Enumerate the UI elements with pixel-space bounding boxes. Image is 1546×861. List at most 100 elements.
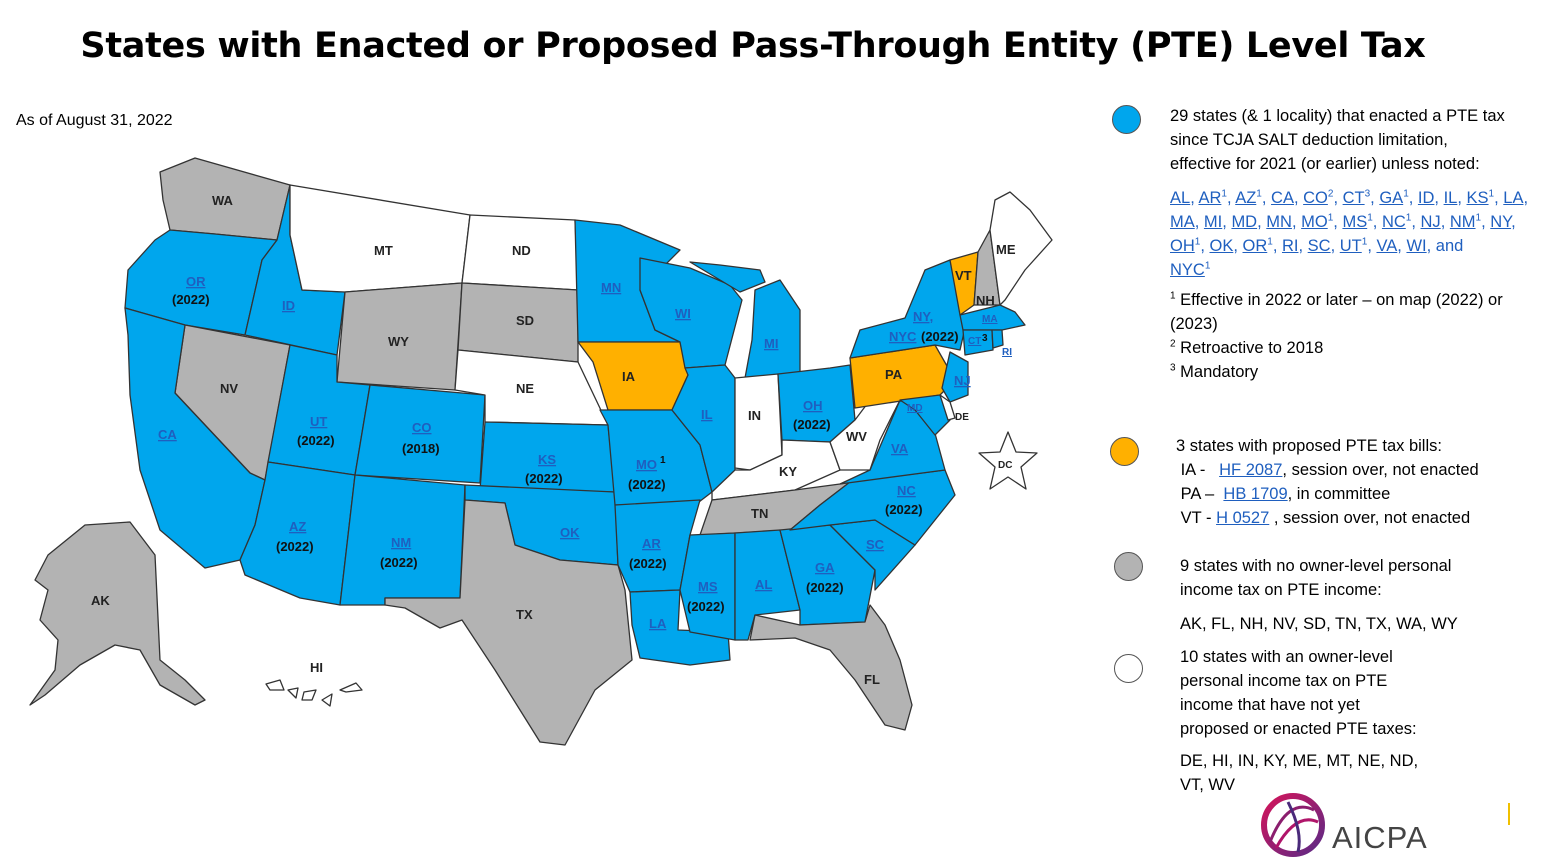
bill-pa: PA – HB 1709, in committee xyxy=(1180,485,1391,503)
label-sd: SD xyxy=(516,313,534,328)
state-me xyxy=(989,191,1053,306)
slide-marker xyxy=(1508,803,1510,825)
state-or xyxy=(124,229,278,336)
year-ms: (2022) xyxy=(687,599,725,614)
label-ms[interactable]: MS xyxy=(698,579,718,594)
label-ca[interactable]: CA xyxy=(158,427,177,442)
label-ne: NE xyxy=(516,381,534,396)
label-ok[interactable]: OK xyxy=(560,525,580,540)
label-mn[interactable]: MN xyxy=(601,280,621,295)
label-wi[interactable]: WI xyxy=(675,306,691,321)
label-ak: AK xyxy=(91,593,110,608)
label-in: IN xyxy=(748,408,761,423)
state-ms xyxy=(679,532,736,641)
label-mt: MT xyxy=(374,243,393,258)
legend-none-swatch xyxy=(1114,654,1143,683)
legend-proposed-swatch xyxy=(1110,437,1139,466)
label-ga[interactable]: GA xyxy=(815,560,835,575)
year-ga: (2022) xyxy=(806,580,844,595)
label-la[interactable]: LA xyxy=(649,616,667,631)
sup-mo: 1 xyxy=(660,455,666,466)
state-mi-up xyxy=(689,261,766,293)
label-mi[interactable]: MI xyxy=(764,336,778,351)
label-md[interactable]: MD xyxy=(907,403,923,414)
legend-none-text: 10 states with an owner-level personal i… xyxy=(1180,648,1419,794)
state-mt xyxy=(289,184,471,293)
note-1: 1 Effective in 2022 or later – on map (2… xyxy=(1170,290,1503,309)
label-il[interactable]: IL xyxy=(701,407,713,422)
legend-proposed-text: 3 states with proposed PTE tax bills: IA… xyxy=(1176,434,1546,530)
legend-no-tax-swatch xyxy=(1114,552,1143,581)
state-md xyxy=(899,394,951,436)
label-sc[interactable]: SC xyxy=(866,537,885,552)
year-oh: (2022) xyxy=(793,417,831,432)
state-ak xyxy=(29,521,206,706)
state-hi-2 xyxy=(287,687,299,699)
label-ct[interactable]: CT xyxy=(968,336,981,347)
aicpa-logo-icon xyxy=(1261,793,1325,857)
label-wa: WA xyxy=(212,193,234,208)
label-ia: IA xyxy=(622,369,636,384)
state-de xyxy=(939,394,956,421)
bill-vt: VT - H 0527 , session over, not enacted xyxy=(1180,509,1471,527)
label-tx: TX xyxy=(516,607,533,622)
legend-enacted-swatch xyxy=(1112,105,1141,134)
enacted-state-list: AL, AR1, AZ1, CA, CO2, CT3, GA1, ID, IL,… xyxy=(1170,188,1529,279)
label-de: DE xyxy=(955,412,969,423)
label-id[interactable]: ID xyxy=(282,298,295,313)
note-3: 3 Mandatory xyxy=(1170,362,1259,381)
label-ma[interactable]: MA xyxy=(982,314,998,325)
label-wy: WY xyxy=(388,334,409,349)
label-az[interactable]: AZ xyxy=(289,519,306,534)
label-me: ME xyxy=(996,242,1016,257)
label-nd: ND xyxy=(512,243,531,258)
dc-star xyxy=(978,431,1038,490)
label-pa: PA xyxy=(885,367,903,382)
label-nyc[interactable]: NYC xyxy=(889,329,917,344)
state-hi-3 xyxy=(301,689,317,701)
sup-ct: 3 xyxy=(982,333,988,344)
aicpa-brand-text: AICPA xyxy=(1332,820,1428,855)
us-map: WA OR (2022) ID MT ND WY SD NV CA UT (20… xyxy=(29,157,1053,746)
label-oh[interactable]: OH xyxy=(803,398,823,413)
label-co[interactable]: CO xyxy=(412,420,432,435)
label-nc[interactable]: NC xyxy=(897,483,916,498)
year-ks: (2022) xyxy=(525,471,563,486)
state-ct xyxy=(962,329,994,356)
label-dc: DC xyxy=(998,460,1012,471)
page-title: States with Enacted or Proposed Pass-Thr… xyxy=(80,26,1426,66)
label-ky: KY xyxy=(779,464,797,479)
state-ri xyxy=(991,329,1004,349)
state-la xyxy=(629,589,731,666)
label-nm[interactable]: NM xyxy=(391,535,411,550)
state-tx xyxy=(384,499,633,746)
label-vt: VT xyxy=(955,268,972,283)
legend-no-tax-text: 9 states with no owner-level personal in… xyxy=(1180,557,1458,633)
year-mo: (2022) xyxy=(628,477,666,492)
label-ut[interactable]: UT xyxy=(310,414,327,429)
label-mo[interactable]: MO xyxy=(636,457,657,472)
year-ny: (2022) xyxy=(921,329,959,344)
label-ri[interactable]: RI xyxy=(1002,347,1012,358)
year-ut: (2022) xyxy=(297,433,335,448)
label-ar[interactable]: AR xyxy=(642,536,661,551)
label-ny[interactable]: NY, xyxy=(913,309,933,324)
label-al[interactable]: AL xyxy=(755,577,772,592)
state-fl xyxy=(749,604,913,731)
state-nj xyxy=(941,351,969,403)
label-fl: FL xyxy=(864,672,880,687)
label-va[interactable]: VA xyxy=(891,441,909,456)
year-nm: (2022) xyxy=(380,555,418,570)
state-hi-5 xyxy=(339,682,363,693)
label-hi: HI xyxy=(310,660,323,675)
label-or[interactable]: OR xyxy=(186,274,206,289)
bill-ia: IA - HF 2087, session over, not enacted xyxy=(1180,461,1479,479)
state-hi-4 xyxy=(321,693,333,707)
legend-enacted-text: 29 states (& 1 locality) that enacted a … xyxy=(1170,104,1546,384)
label-wv: WV xyxy=(846,429,867,444)
year-ar: (2022) xyxy=(629,556,667,571)
label-ks[interactable]: KS xyxy=(538,452,556,467)
label-nh: NH xyxy=(976,293,995,308)
label-nj[interactable]: NJ xyxy=(954,373,971,388)
year-az: (2022) xyxy=(276,539,314,554)
